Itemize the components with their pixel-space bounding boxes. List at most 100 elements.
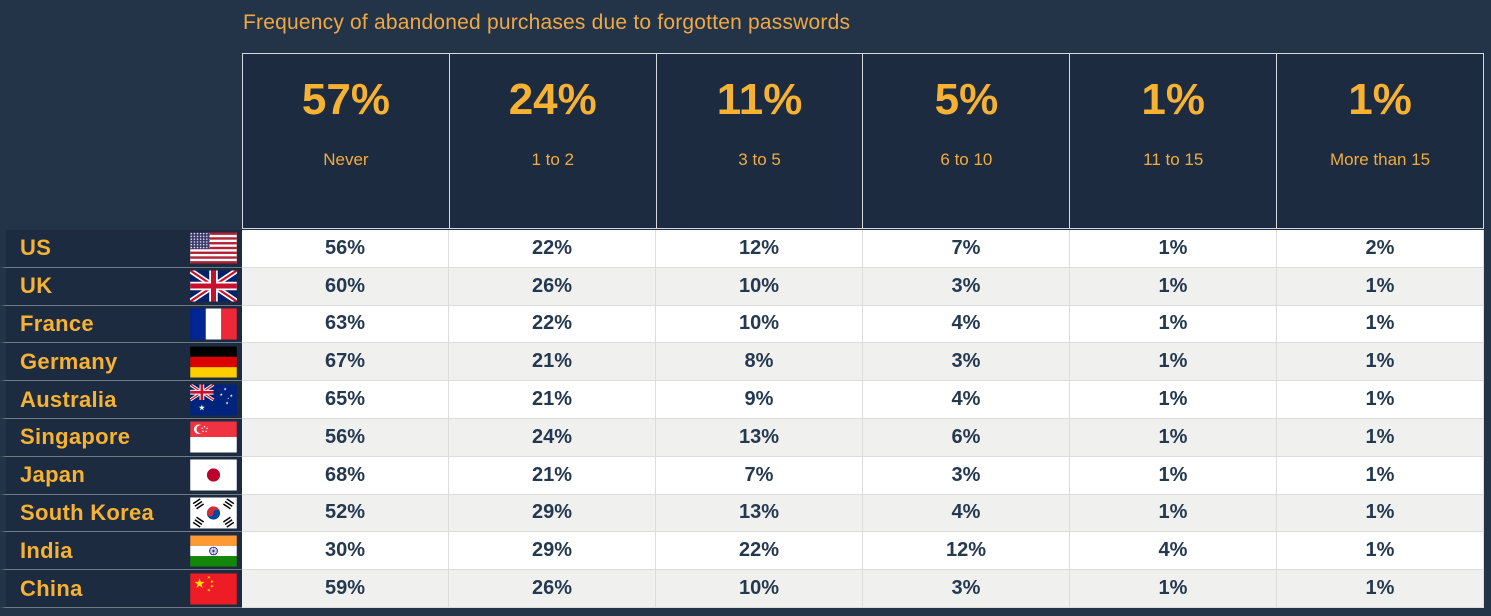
value-cell: 59%	[242, 570, 449, 608]
value-cell: 3%	[863, 570, 1070, 608]
table-row: Japan 68% 21% 7% 3% 1% 1%	[0, 456, 1484, 495]
country-label-cell: Australia	[0, 381, 242, 419]
summary-percent-value: 24%	[508, 75, 597, 124]
value-cell: 1%	[1277, 418, 1484, 457]
country-label-cell: China	[0, 570, 242, 608]
country-label-cell: South Korea	[0, 494, 242, 533]
value-cell: 10%	[656, 570, 863, 608]
table-row: Australia 65% 21% 9% 4% 1% 1%	[0, 381, 1484, 419]
value-cell: 26%	[449, 267, 656, 306]
france-flag-icon	[190, 308, 237, 339]
value-cell: 1%	[1070, 494, 1277, 533]
singapore-flag-icon	[190, 422, 237, 453]
table-row: Singapore 56% 24% 13% 6% 1% 1%	[0, 418, 1484, 457]
value-cell: 21%	[449, 381, 656, 419]
summary-frequency-label: Never	[323, 150, 369, 169]
value-cell: 52%	[242, 494, 449, 533]
value-cell: 22%	[449, 305, 656, 344]
summary-cell: 1% 11 to 15	[1070, 54, 1278, 228]
value-cell: 13%	[656, 494, 863, 533]
value-cell: 1%	[1277, 456, 1484, 495]
value-cell: 21%	[449, 343, 656, 382]
value-cell: 7%	[656, 456, 863, 495]
summary-frequency-label: 6 to 10	[940, 150, 993, 169]
india-flag-icon	[190, 535, 237, 566]
value-cell: 63%	[242, 305, 449, 344]
china-flag-icon	[190, 573, 237, 604]
country-name: France	[20, 310, 94, 336]
country-label-cell: France	[0, 305, 242, 344]
value-cell: 3%	[863, 456, 1070, 495]
value-cell: 1%	[1277, 494, 1484, 533]
value-cell: 3%	[863, 343, 1070, 382]
value-cell: 26%	[449, 570, 656, 608]
value-cell: 21%	[449, 456, 656, 495]
country-label-cell: Japan	[0, 456, 242, 495]
value-cell: 1%	[1070, 343, 1277, 382]
summary-header-row: 57% Never 24% 1 to 2 11% 3 to 5 5% 6 to 10 1% 11 …	[242, 53, 1484, 229]
summary-frequency-label: More than 15	[1329, 150, 1431, 169]
value-cell: 29%	[449, 532, 656, 571]
chart-title: Frequency of abandoned purchases due to …	[243, 11, 851, 34]
value-cell: 22%	[656, 532, 863, 571]
value-cell: 12%	[863, 532, 1070, 571]
value-cell: 56%	[242, 230, 449, 268]
summary-percent-value: 11%	[716, 75, 803, 124]
table-row: UK 60% 26% 10% 3% 1% 1%	[0, 267, 1484, 306]
country-name: Germany	[20, 348, 118, 374]
country-name: Japan	[20, 462, 86, 488]
value-cell: 10%	[656, 305, 863, 344]
value-cell: 1%	[1070, 230, 1277, 268]
value-cell: 1%	[1277, 267, 1484, 306]
value-cell: 4%	[863, 381, 1070, 419]
value-cell: 1%	[1070, 570, 1277, 608]
summary-percent-value: 1%	[1141, 75, 1206, 124]
country-label-cell: Singapore	[0, 418, 242, 457]
australia-flag-icon	[190, 384, 237, 415]
south-korea-flag-icon	[190, 497, 237, 528]
value-cell: 9%	[656, 381, 863, 419]
value-cell: 8%	[656, 343, 863, 382]
value-cell: 1%	[1277, 570, 1484, 608]
value-cell: 1%	[1277, 305, 1484, 344]
us-flag-icon	[190, 233, 237, 264]
value-cell: 7%	[863, 230, 1070, 268]
summary-percent-value: 5%	[934, 75, 999, 124]
value-cell: 1%	[1277, 381, 1484, 419]
summary-percent-value: 57%	[301, 75, 390, 124]
value-cell: 1%	[1070, 381, 1277, 419]
value-cell: 30%	[242, 532, 449, 571]
value-cell: 10%	[656, 267, 863, 306]
value-cell: 1%	[1070, 305, 1277, 344]
uk-flag-icon	[190, 271, 237, 302]
summary-frequency-label: 1 to 2	[531, 150, 575, 169]
table-row: China 59% 26% 10% 3% 1% 1%	[0, 570, 1484, 608]
value-cell: 1%	[1070, 456, 1277, 495]
country-name: US	[20, 235, 52, 261]
value-cell: 24%	[449, 418, 656, 457]
germany-flag-icon	[190, 346, 237, 377]
value-cell: 4%	[1070, 532, 1277, 571]
table-row: US 56% 22% 12% 7% 1% 2%	[0, 230, 1484, 268]
value-cell: 6%	[863, 418, 1070, 457]
summary-percent-value: 1%	[1348, 75, 1412, 124]
country-label-cell: US	[0, 230, 242, 268]
summary-cell: 24% 1 to 2	[449, 54, 657, 228]
value-cell: 22%	[449, 230, 656, 268]
country-table: US 56% 22% 12% 7% 1% 2% UK 60% 26% 10% 3% 1% 1% France…	[0, 230, 1484, 608]
country-name: India	[20, 537, 73, 563]
country-label-cell: Germany	[0, 343, 242, 382]
country-name: Singapore	[20, 424, 131, 450]
country-name: South Korea	[20, 499, 155, 525]
table-row: Germany 67% 21% 8% 3% 1% 1%	[0, 343, 1484, 382]
value-cell: 13%	[656, 418, 863, 457]
summary-cell: 1% More than 15	[1277, 54, 1483, 228]
value-cell: 56%	[242, 418, 449, 457]
value-cell: 1%	[1277, 343, 1484, 382]
value-cell: 1%	[1070, 267, 1277, 306]
value-cell: 68%	[242, 456, 449, 495]
value-cell: 2%	[1277, 230, 1484, 268]
value-cell: 60%	[242, 267, 449, 306]
value-cell: 12%	[656, 230, 863, 268]
value-cell: 1%	[1277, 532, 1484, 571]
